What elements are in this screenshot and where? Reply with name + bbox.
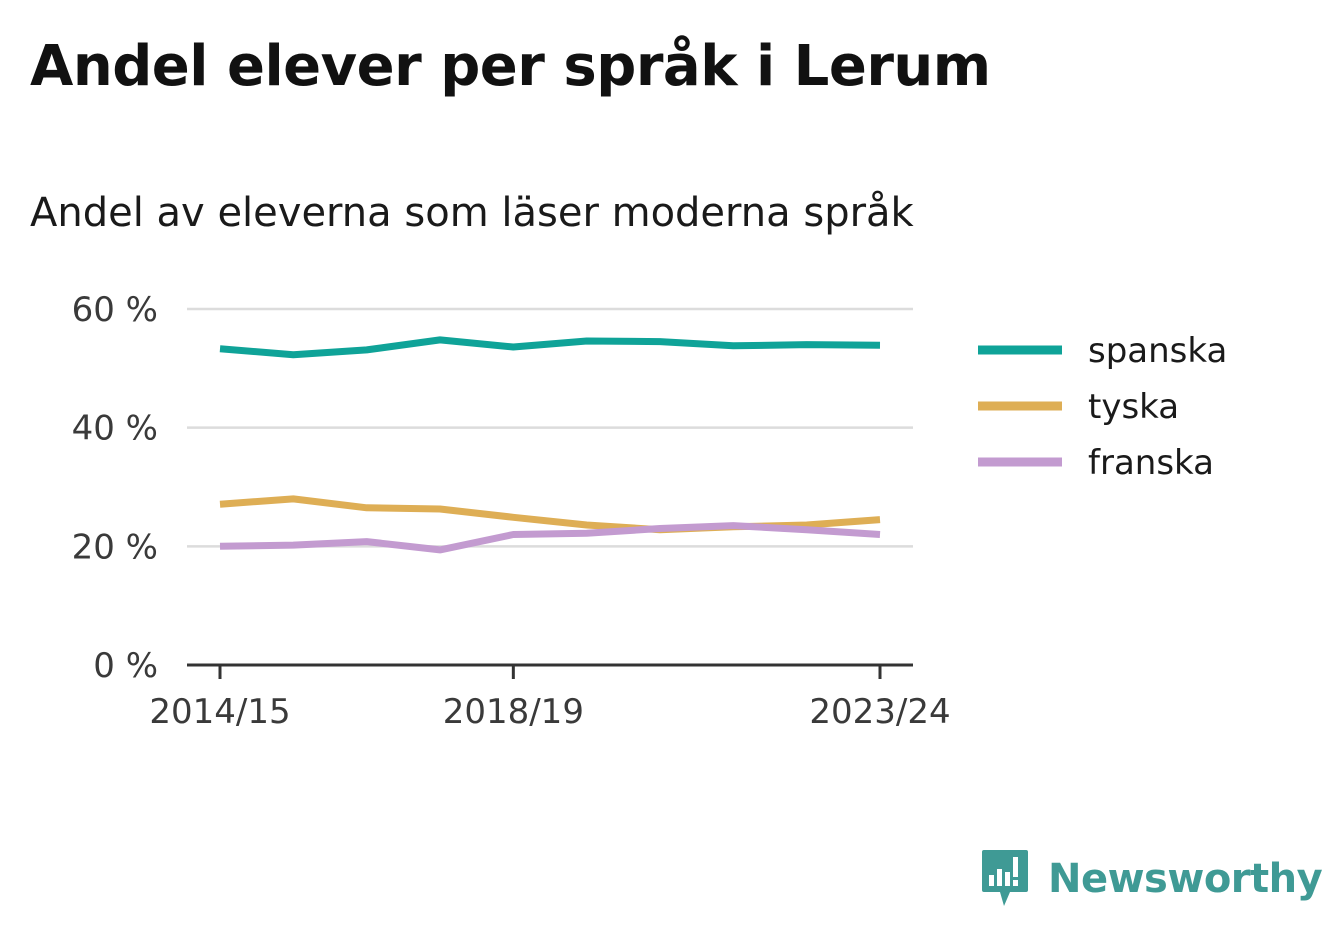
newsworthy-logo-text: Newsworthy — [1048, 856, 1322, 902]
series-lines — [219, 336, 881, 554]
legend: spanska tyska franska — [978, 331, 1227, 483]
y-tick-label: 60 % — [72, 290, 158, 330]
legend-label-franska: franska — [1088, 443, 1214, 483]
x-tick-label: 2014/15 — [149, 692, 290, 732]
y-axis-ticks: 0 % 20 % 40 % 60 % — [72, 290, 158, 686]
series-line-franska — [219, 522, 881, 554]
newsworthy-logo-icon — [982, 850, 1028, 906]
x-tick-label: 2023/24 — [809, 692, 950, 732]
newsworthy-logo: Newsworthy — [980, 848, 1322, 910]
series-line-spanska — [219, 336, 881, 359]
y-tick-label: 20 % — [72, 527, 158, 567]
legend-label-spanska: spanska — [1088, 331, 1227, 371]
chart-title: Andel elever per språk i Lerum — [30, 34, 991, 99]
x-tick-label: 2018/19 — [443, 692, 584, 732]
y-tick-label: 40 % — [72, 409, 158, 449]
x-axis: 2014/15 2018/19 2023/24 — [149, 663, 951, 732]
chart-subtitle: Andel av eleverna som läser moderna språ… — [30, 190, 914, 236]
legend-label-tyska: tyska — [1088, 387, 1179, 427]
y-tick-label: 0 % — [93, 646, 158, 686]
